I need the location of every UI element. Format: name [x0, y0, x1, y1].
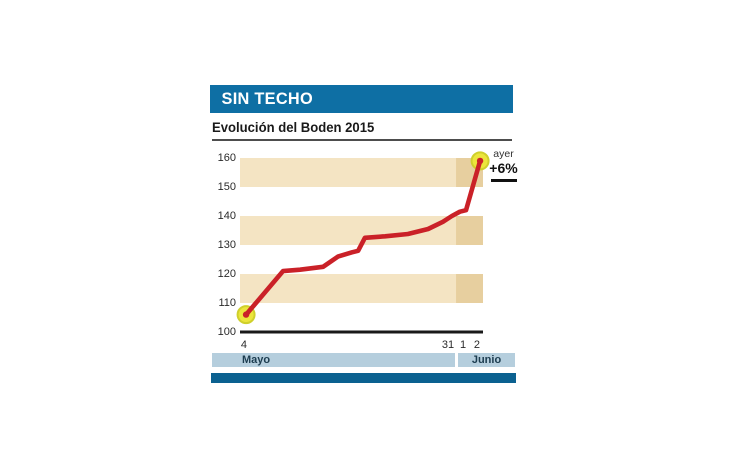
month-band-junio: Junio [458, 353, 515, 367]
x-tick-label: 4 [240, 339, 247, 351]
y-tick-label: 160 [217, 151, 236, 164]
y-tick-label: 120 [217, 267, 236, 280]
x-tick-label: 31 [441, 339, 455, 351]
header-bar: SIN TECHO [210, 85, 513, 113]
month-label-mayo: Mayo [242, 354, 271, 366]
subtitle-divider [212, 139, 512, 141]
y-tick-label: 140 [217, 209, 236, 222]
x-tick-label: 2 [473, 339, 480, 351]
month-label-junio: Junio [471, 354, 502, 366]
y-tick-label: 150 [217, 180, 236, 193]
y-tick-label: 130 [217, 238, 236, 251]
boden-infographic: SIN TECHO Evolución del Boden 2015 160 15… [210, 85, 519, 385]
data-line [243, 158, 483, 317]
annotation-label: ayer [493, 148, 514, 160]
chart-subtitle: Evolución del Boden 2015 [212, 120, 375, 135]
bottom-bar [211, 373, 516, 383]
month-band-mayo: Mayo [212, 353, 455, 367]
y-tick-label: 110 [218, 296, 236, 309]
line-chart-plot [236, 151, 490, 334]
x-tick-label: 1 [460, 339, 467, 351]
annotation-value: +6% [489, 160, 518, 176]
data-point-dot [476, 157, 484, 165]
annotation-ayer: ayer +6% [488, 148, 519, 182]
band [240, 274, 483, 303]
band-june-overlay [456, 274, 483, 303]
band-june-overlay [456, 216, 483, 245]
y-tick-label: 100 [217, 325, 236, 338]
x-axis-line [240, 330, 483, 334]
page-title: SIN TECHO [221, 89, 313, 108]
annotation-underline [490, 179, 517, 182]
data-point-dot [242, 311, 250, 318]
band [240, 158, 483, 187]
